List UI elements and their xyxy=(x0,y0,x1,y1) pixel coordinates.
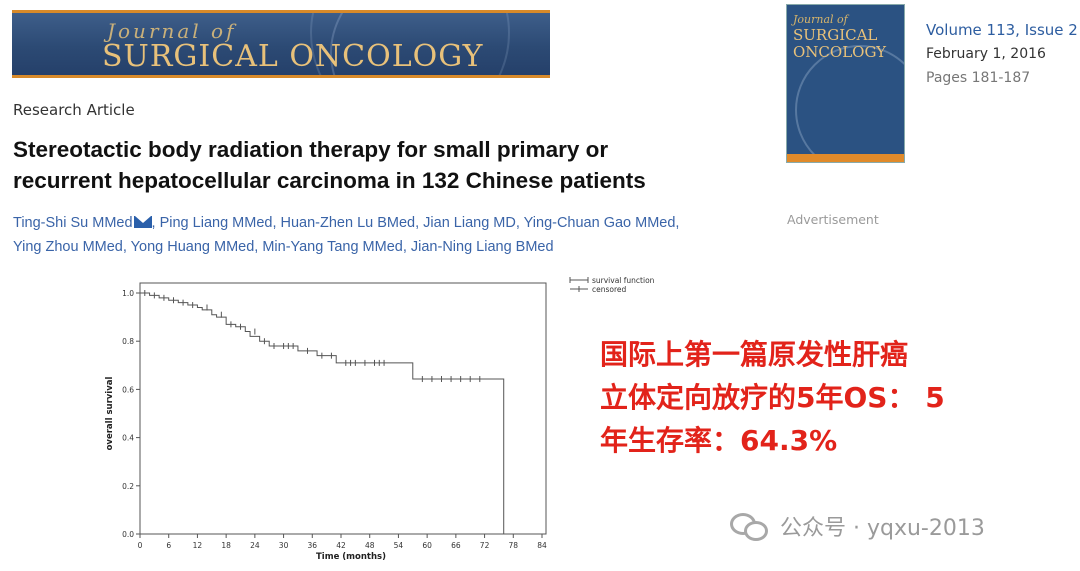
x-tick-label: 84 xyxy=(537,541,547,550)
cover-journal-name: SURGICAL ONCOLOGY xyxy=(793,27,886,61)
authors-line-1: Ting-Shi Su MMed , Ping Liang MMed, Huan-… xyxy=(13,211,733,235)
advertisement-label: Advertisement xyxy=(787,212,879,227)
x-tick-label: 78 xyxy=(509,541,519,550)
y-tick-label: 0.8 xyxy=(122,337,134,346)
article-type: Research Article xyxy=(13,101,135,119)
cover-name-line-1: SURGICAL xyxy=(793,26,878,44)
x-tick-label: 66 xyxy=(451,541,461,550)
x-tick-label: 72 xyxy=(480,541,490,550)
journal-cover-image[interactable]: Journal of SURGICAL ONCOLOGY xyxy=(786,4,905,163)
article-title: Stereotactic body radiation therapy for … xyxy=(13,134,753,196)
y-axis-label: overall survival xyxy=(105,377,115,451)
annotation-text: 国际上第一篇原发性肝癌 立体定向放疗的5年OS： 5 年生存率：64.3% xyxy=(600,333,1040,462)
x-axis-label: Time (months) xyxy=(316,552,386,560)
y-tick-label: 0.2 xyxy=(122,482,134,491)
annotation-line-1: 国际上第一篇原发性肝癌 xyxy=(600,338,909,371)
issue-date: February 1, 2016 xyxy=(926,46,1046,62)
banner-journal-name: SURGICAL ONCOLOGY xyxy=(102,39,484,74)
legend-censored-label: censored xyxy=(592,285,627,294)
y-tick-label: 0.4 xyxy=(122,434,134,443)
corner-mark-icon: ◦ xyxy=(462,0,472,5)
survival-curve xyxy=(140,292,505,534)
watermark-text: 公众号 · yqxu-2013 xyxy=(780,516,985,541)
x-tick-label: 24 xyxy=(250,541,260,550)
y-tick-label: 0.6 xyxy=(122,385,134,394)
volume-issue-link[interactable]: Volume 113, Issue 2 xyxy=(926,21,1078,39)
banner-journal-of: Journal of xyxy=(107,19,237,43)
journal-banner[interactable]: Journal of SURGICAL ONCOLOGY xyxy=(12,10,550,78)
authors-line-2[interactable]: Ying Zhou MMed, Yong Huang MMed, Min-Yan… xyxy=(13,239,554,255)
annotation-line-2: 立体定向放疗的5年OS： 5 xyxy=(600,381,945,414)
annotation-line-3: 年生存率：64.3% xyxy=(600,424,838,457)
x-tick-label: 54 xyxy=(394,541,404,550)
x-tick-label: 36 xyxy=(308,541,318,550)
cover-decoration xyxy=(795,45,904,162)
wechat-icon xyxy=(730,511,772,541)
title-line-2: recurrent hepatocellular carcinoma in 13… xyxy=(13,168,646,193)
email-icon[interactable] xyxy=(133,216,152,228)
plot-frame xyxy=(139,282,547,535)
banner-decoration xyxy=(310,13,510,75)
x-tick-label: 6 xyxy=(166,541,171,550)
cover-bar xyxy=(787,154,904,162)
x-tick-label: 42 xyxy=(336,541,346,550)
author-link[interactable]: Ting-Shi Su MMed xyxy=(13,215,133,231)
survival-chart: 0.0 0.2 0.4 0.6 0.8 1.0 0 6 12 18 24 30 36 42 48 54 60 66… xyxy=(105,272,666,560)
author-links[interactable]: , Ping Liang MMed, Huan-Zhen Lu BMed, Ji… xyxy=(151,215,680,231)
x-tick-label: 30 xyxy=(279,541,289,550)
y-tick-label: 0.0 xyxy=(122,530,134,539)
x-tick-label: 0 xyxy=(138,541,143,550)
watermark: 公众号 · yqxu-2013 xyxy=(730,510,985,542)
x-tick-label: 60 xyxy=(422,541,432,550)
author-list: Ting-Shi Su MMed , Ping Liang MMed, Huan-… xyxy=(13,211,733,259)
page-range: Pages 181-187 xyxy=(926,70,1031,86)
cover-journal-of: Journal of xyxy=(793,13,848,26)
x-tick-label: 48 xyxy=(365,541,375,550)
x-tick-label: 12 xyxy=(193,541,203,550)
cover-name-line-2: ONCOLOGY xyxy=(793,43,887,61)
legend-box xyxy=(566,272,666,294)
legend-survival-label: survival function xyxy=(592,276,655,285)
x-tick-label: 18 xyxy=(221,541,231,550)
y-tick-label: 1.0 xyxy=(122,289,134,298)
title-line-1: Stereotactic body radiation therapy for … xyxy=(13,137,609,162)
